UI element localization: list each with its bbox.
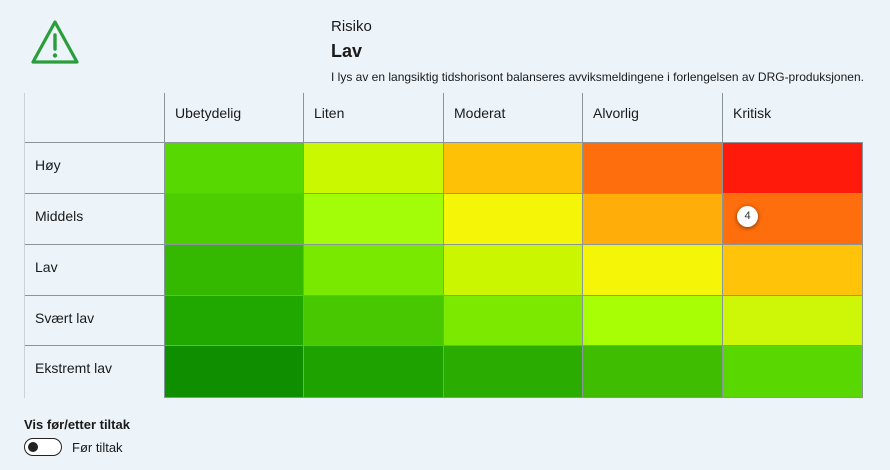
toggle-title: Vis før/etter tiltak bbox=[24, 417, 130, 432]
column-header: Moderat bbox=[443, 93, 582, 143]
matrix-cell[interactable] bbox=[722, 346, 863, 398]
matrix-cell[interactable] bbox=[722, 143, 863, 194]
matrix-cell[interactable]: 4 bbox=[722, 194, 863, 245]
toggle-label: Før tiltak bbox=[72, 439, 123, 455]
matrix-cell[interactable] bbox=[164, 346, 303, 398]
matrix-cell[interactable] bbox=[164, 296, 303, 346]
column-header: Ubetydelig bbox=[164, 93, 303, 143]
matrix-cell[interactable] bbox=[443, 143, 582, 194]
matrix-cell[interactable] bbox=[443, 245, 582, 296]
matrix-cell[interactable] bbox=[303, 143, 443, 194]
toggle-knob bbox=[28, 441, 38, 452]
matrix-cell[interactable] bbox=[582, 346, 722, 398]
risk-matrix: Ubetydelig Liten Moderat Alvorlig Kritisk Høy… bbox=[24, 93, 863, 398]
matrix-cell[interactable] bbox=[722, 296, 863, 346]
row-header: Lav bbox=[25, 245, 164, 296]
matrix-cell[interactable] bbox=[582, 194, 722, 245]
risk-count-badge[interactable]: 4 bbox=[737, 206, 758, 227]
toggle-switch[interactable] bbox=[24, 438, 62, 456]
matrix-cell[interactable] bbox=[582, 296, 722, 346]
matrix-cell[interactable] bbox=[722, 245, 863, 296]
matrix-corner bbox=[25, 93, 164, 143]
row-header: Høy bbox=[25, 143, 164, 194]
column-header: Kritisk bbox=[722, 93, 863, 143]
matrix-cell[interactable] bbox=[303, 346, 443, 398]
matrix-cell[interactable] bbox=[164, 143, 303, 194]
matrix-cell[interactable] bbox=[443, 194, 582, 245]
matrix-cell[interactable] bbox=[582, 245, 722, 296]
risk-label: Risiko bbox=[331, 18, 372, 35]
matrix-cell[interactable] bbox=[303, 296, 443, 346]
column-header: Liten bbox=[303, 93, 443, 143]
matrix-cell[interactable] bbox=[443, 296, 582, 346]
row-header: Middels bbox=[25, 194, 164, 245]
row-header: Svært lav bbox=[25, 296, 164, 346]
matrix-cell[interactable] bbox=[303, 245, 443, 296]
matrix-cell[interactable] bbox=[164, 245, 303, 296]
column-header: Alvorlig bbox=[582, 93, 722, 143]
risk-header: Risiko Lav I lys av en langsiktig tidsho… bbox=[331, 18, 881, 85]
risk-value: Lav bbox=[331, 41, 363, 61]
row-header: Ekstremt lav bbox=[35, 360, 113, 376]
matrix-cell[interactable] bbox=[443, 346, 582, 398]
matrix-cell[interactable] bbox=[582, 143, 722, 194]
matrix-cell[interactable] bbox=[303, 194, 443, 245]
risk-description: I lys av en langsiktig tidshorisont bala… bbox=[331, 70, 864, 84]
warning-triangle-icon bbox=[31, 20, 79, 64]
before-after-toggle[interactable]: Før tiltak bbox=[24, 438, 123, 456]
matrix-cell[interactable] bbox=[164, 194, 303, 245]
